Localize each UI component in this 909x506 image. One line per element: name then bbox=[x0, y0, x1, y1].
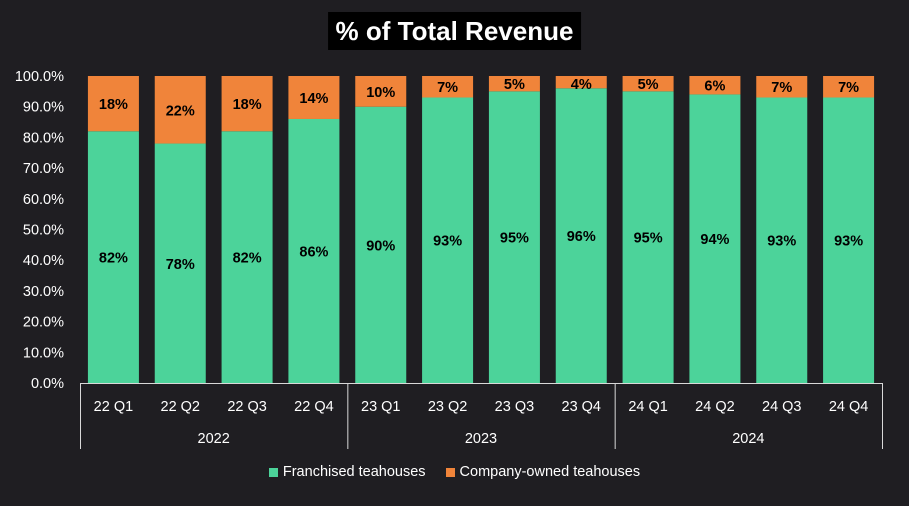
bar-company-owned bbox=[622, 76, 674, 92]
data-label-company-owned: 18% bbox=[99, 97, 128, 113]
group-label: 2024 bbox=[732, 431, 764, 447]
data-label-company-owned: 18% bbox=[233, 97, 262, 113]
legend-swatch-franchised bbox=[268, 467, 278, 477]
data-label-company-owned: 10% bbox=[366, 85, 395, 101]
data-label-franchised: 93% bbox=[767, 234, 796, 250]
bar-company-owned bbox=[689, 76, 741, 95]
data-label-franchised: 82% bbox=[233, 251, 262, 267]
data-label-company-owned: 6% bbox=[704, 79, 725, 95]
bar-franchised bbox=[622, 91, 674, 383]
x-tick-label: 23 Q3 bbox=[495, 399, 535, 415]
legend-swatch-company-owned bbox=[445, 467, 455, 477]
data-label-franchised: 93% bbox=[834, 234, 863, 250]
data-label-company-owned: 5% bbox=[504, 77, 525, 93]
bar-franchised bbox=[823, 97, 875, 384]
data-label-franchised: 86% bbox=[299, 244, 328, 260]
y-tick-label: 20.0% bbox=[23, 315, 64, 331]
y-tick-label: 50.0% bbox=[23, 223, 64, 239]
y-tick-label: 0.0% bbox=[31, 376, 64, 392]
data-label-company-owned: 7% bbox=[437, 80, 458, 96]
y-tick-label: 30.0% bbox=[23, 284, 64, 300]
x-tick-label: 22 Q2 bbox=[161, 399, 201, 415]
data-label-franchised: 78% bbox=[166, 257, 195, 273]
bar-company-owned bbox=[756, 76, 808, 98]
data-label-company-owned: 7% bbox=[771, 80, 792, 96]
data-label-franchised: 82% bbox=[99, 251, 128, 267]
y-tick-label: 40.0% bbox=[23, 253, 64, 269]
x-tick-label: 22 Q1 bbox=[94, 399, 134, 415]
bar-franchised bbox=[555, 88, 607, 383]
bar-franchised bbox=[221, 131, 273, 383]
data-label-company-owned: 14% bbox=[299, 91, 328, 107]
data-label-company-owned: 22% bbox=[166, 103, 195, 119]
bar-franchised bbox=[488, 91, 540, 383]
legend-item-company-owned[interactable]: Company-owned teahouses bbox=[445, 464, 641, 480]
bar-company-owned bbox=[422, 76, 474, 98]
bar-company-owned bbox=[87, 76, 139, 132]
bar-franchised bbox=[87, 131, 139, 383]
group-label: 2023 bbox=[465, 431, 497, 447]
y-tick-label: 80.0% bbox=[23, 130, 64, 146]
x-tick-label: 24 Q1 bbox=[628, 399, 668, 415]
y-tick-label: 70.0% bbox=[23, 161, 64, 177]
y-tick-label: 100.0% bbox=[15, 69, 64, 85]
legend: Franchised teahouses Company-owned teaho… bbox=[0, 464, 909, 480]
data-label-franchised: 93% bbox=[433, 234, 462, 250]
legend-label-franchised: Franchised teahouses bbox=[282, 464, 426, 480]
bar-franchised bbox=[154, 143, 206, 383]
bar-franchised bbox=[422, 97, 474, 384]
legend-label-company-owned: Company-owned teahouses bbox=[459, 464, 641, 480]
x-tick-label: 23 Q2 bbox=[428, 399, 468, 415]
group-label: 2022 bbox=[198, 431, 230, 447]
x-tick-label: 22 Q3 bbox=[227, 399, 267, 415]
data-label-franchised: 94% bbox=[700, 232, 729, 248]
data-label-company-owned: 7% bbox=[838, 80, 859, 96]
x-tick-label: 22 Q4 bbox=[294, 399, 334, 415]
bar-franchised bbox=[288, 118, 340, 383]
x-tick-label: 24 Q2 bbox=[695, 399, 735, 415]
data-label-company-owned: 5% bbox=[638, 77, 659, 93]
bar-company-owned bbox=[555, 76, 607, 89]
data-label-franchised: 95% bbox=[500, 231, 529, 247]
x-tick-label: 24 Q3 bbox=[762, 399, 802, 415]
x-tick-label: 23 Q4 bbox=[562, 399, 602, 415]
bar-company-owned bbox=[355, 76, 407, 107]
data-label-franchised: 90% bbox=[366, 238, 395, 254]
bar-company-owned bbox=[221, 76, 273, 132]
bar-company-owned bbox=[288, 76, 340, 119]
legend-item-franchised[interactable]: Franchised teahouses bbox=[268, 464, 426, 480]
bar-company-owned bbox=[488, 76, 540, 92]
data-label-franchised: 95% bbox=[634, 231, 663, 247]
y-tick-label: 60.0% bbox=[23, 192, 64, 208]
bar-company-owned bbox=[154, 76, 206, 144]
data-label-franchised: 96% bbox=[567, 229, 596, 245]
x-tick-label: 24 Q4 bbox=[829, 399, 869, 415]
bar-franchised bbox=[355, 106, 407, 383]
y-tick-label: 10.0% bbox=[23, 345, 64, 361]
chart-title: % of Total Revenue bbox=[327, 12, 582, 50]
bar-franchised bbox=[689, 94, 741, 384]
y-tick-label: 90.0% bbox=[23, 100, 64, 116]
bar-company-owned bbox=[823, 76, 875, 98]
data-label-company-owned: 4% bbox=[571, 77, 592, 93]
x-tick-label: 23 Q1 bbox=[361, 399, 401, 415]
bar-franchised bbox=[756, 97, 808, 384]
